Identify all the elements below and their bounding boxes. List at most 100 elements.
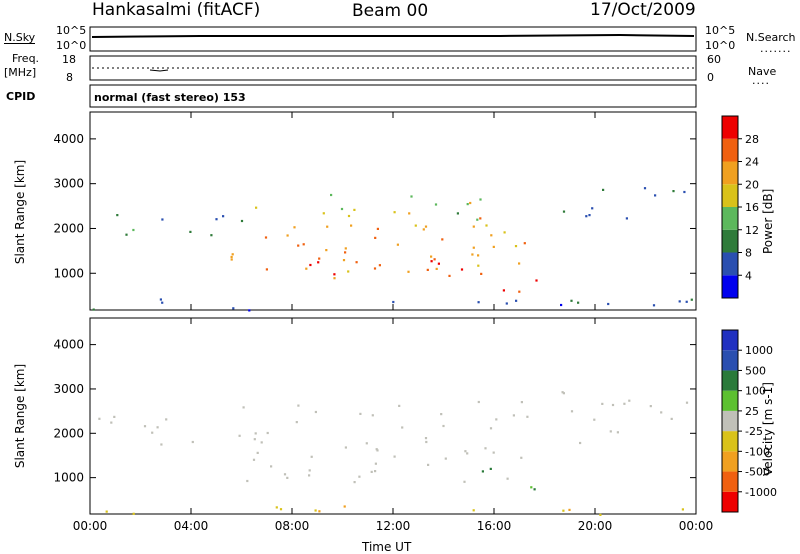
echo-cell	[460, 268, 464, 271]
echo-cell	[393, 455, 396, 458]
xlabel: Time UT	[362, 540, 412, 554]
echo-cell	[492, 451, 495, 454]
colorbar-segment	[722, 275, 738, 298]
echo-cell	[407, 270, 410, 273]
colorbar-segment	[722, 138, 738, 162]
echo-cell	[681, 508, 684, 511]
velocity-scatter	[98, 391, 689, 516]
echo-cell	[113, 415, 116, 418]
velocity-panel	[89, 317, 697, 516]
echo-cell	[577, 301, 580, 304]
echo-cell	[472, 246, 475, 249]
colorbar-segment	[722, 330, 738, 351]
nave-legend-dots: ····	[752, 77, 770, 90]
echo-cell	[643, 187, 647, 190]
echo-cell	[602, 188, 605, 191]
echo-cell	[609, 430, 612, 433]
nsky-label: N.Sky	[4, 31, 36, 44]
echo-cell	[230, 258, 233, 261]
echo-cell	[222, 215, 225, 218]
power-scatter	[92, 187, 693, 312]
colorbar-segment	[722, 451, 738, 472]
echo-cell	[560, 303, 563, 307]
colorbar-segment	[722, 370, 738, 391]
freq-tick-bottom: 8	[66, 71, 73, 84]
echo-cell	[503, 231, 506, 234]
echo-cell	[309, 263, 312, 267]
echo-cell	[561, 391, 564, 394]
colorbar-tick-label: 8	[745, 247, 752, 260]
echo-cell	[616, 431, 619, 434]
echo-cell	[502, 289, 505, 292]
echo-cell	[471, 253, 474, 256]
freq-units-label: [MHz]	[4, 66, 37, 79]
colorbar-tick-label: 24	[745, 156, 759, 169]
echo-cell	[398, 404, 401, 407]
echo-cell	[353, 481, 356, 484]
echo-cell	[393, 211, 396, 214]
echo-cell	[151, 431, 154, 434]
echo-cell	[322, 212, 325, 215]
beam-title: Beam 00	[352, 1, 429, 21]
echo-cell	[520, 401, 523, 404]
echo-cell	[314, 410, 317, 414]
echo-cell	[585, 215, 588, 218]
colorbar-segment	[722, 390, 738, 411]
colorbar-segment	[722, 229, 738, 253]
freq-panel	[89, 55, 697, 81]
echo-cell	[476, 218, 479, 221]
echo-cell	[437, 262, 440, 265]
echo-cell	[678, 300, 681, 303]
echo-cell	[283, 473, 287, 476]
echo-cell	[654, 194, 657, 197]
echo-cell	[512, 414, 515, 417]
colorbar-segment	[722, 184, 738, 207]
colorbar-tick-label: 500	[745, 364, 766, 377]
echo-cell	[601, 402, 604, 405]
echo-cell	[189, 230, 192, 233]
power-colorbar: 4 8 12 16 20 24 28	[721, 115, 759, 299]
echo-cell	[526, 415, 529, 418]
colorbar-tick-label: 12	[745, 224, 759, 237]
echo-cell	[116, 214, 119, 217]
echo-cell	[253, 438, 256, 441]
echo-cell	[314, 509, 317, 512]
echo-cell	[370, 470, 373, 473]
nave-label: Nave	[748, 65, 777, 78]
echo-cell	[359, 412, 362, 415]
echo-cell	[410, 195, 413, 198]
colorbar-tick-label: -500	[745, 466, 770, 479]
echo-cell	[690, 298, 693, 301]
echo-cell	[297, 244, 300, 247]
echo-cell	[683, 190, 686, 194]
echo-cell	[374, 470, 377, 473]
echo-cell	[330, 193, 333, 197]
echo-cell	[256, 451, 259, 454]
colorbar-segment	[722, 491, 738, 512]
echo-cell	[160, 443, 163, 446]
colorbar-tick-label: 1000	[745, 344, 773, 357]
echo-cell	[463, 480, 466, 483]
echo-cell	[623, 402, 626, 405]
echo-cell	[297, 404, 300, 407]
echo-cell	[264, 236, 268, 239]
echo-cell	[165, 418, 168, 421]
nsearch-legend-dots: ·······	[760, 45, 792, 58]
station-title: Hankasalmi (fitACF)	[92, 0, 261, 20]
cpid-label: CPID	[6, 90, 36, 103]
x-tick-label: 00:00	[73, 519, 108, 533]
echo-cell	[161, 218, 164, 221]
echo-cell	[325, 249, 328, 252]
echo-cell	[333, 273, 336, 276]
colorbar-segment	[722, 252, 738, 276]
echo-cell	[477, 254, 480, 257]
echo-cell	[344, 247, 347, 250]
echo-cell	[520, 456, 523, 459]
echo-cell	[649, 405, 652, 408]
freq-tick-top: 18	[62, 53, 76, 66]
echo-cell	[495, 418, 498, 421]
echo-cell	[110, 421, 113, 424]
echo-cell	[430, 260, 433, 263]
echo-cell	[308, 469, 311, 472]
